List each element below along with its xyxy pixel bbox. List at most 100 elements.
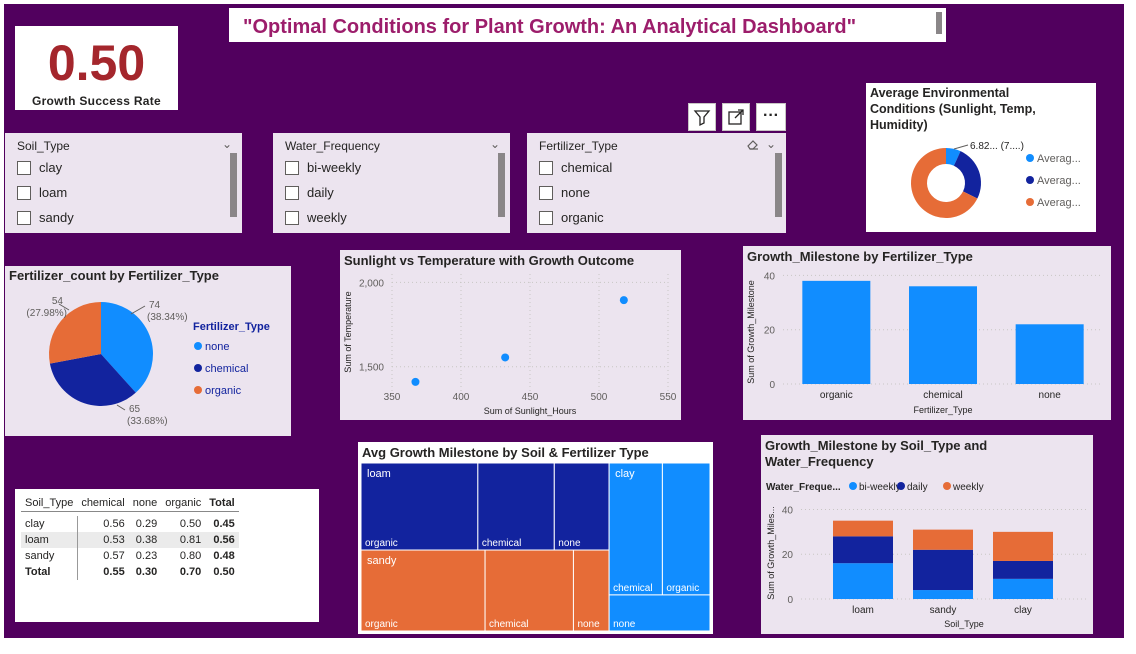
y-tick-label: 0 xyxy=(769,380,775,391)
data-label-percent: (38.34%) xyxy=(147,312,188,323)
treemap-cell-label: none xyxy=(613,619,636,630)
slicer-option-chemical[interactable]: chemical xyxy=(539,160,612,175)
y-tick-label: 1,500 xyxy=(359,363,384,374)
x-tick-label: 550 xyxy=(660,392,677,403)
stacked-bar-chart: Water_Freque... bi-weekly daily weekly 0 20 40… xyxy=(766,482,1087,629)
stacked-bar-segment xyxy=(993,531,1053,561)
bar xyxy=(1015,324,1084,384)
slicer-water-frequency: Water_Frequency ⌄ bi-weekly daily weekly xyxy=(273,133,510,233)
legend-marker xyxy=(943,482,951,490)
eraser-icon[interactable] xyxy=(746,137,760,155)
data-label: 74 xyxy=(149,300,161,311)
table-total-row: Total 0.55 0.30 0.70 0.50 xyxy=(21,564,239,580)
matrix-cell: 0.38 xyxy=(135,534,158,546)
kpi-value: 0.50 xyxy=(47,35,146,91)
matrix-cell: 0.30 xyxy=(135,566,158,578)
bar-chart: 0 20 40 organic chemical none Fertilizer_Type S… xyxy=(746,271,1103,415)
data-label: 54 xyxy=(52,296,64,307)
matrix-header-row: Soil_Type chemical none organic Total xyxy=(21,495,239,512)
legend-marker xyxy=(194,342,202,350)
treemap-cell xyxy=(360,549,486,632)
matrix-card: Soil_Type chemical none organic Total cl… xyxy=(15,489,319,622)
more-options-button[interactable]: ··· xyxy=(756,103,786,131)
stacked-bar-segment xyxy=(833,563,893,599)
scatter-point xyxy=(411,377,420,386)
slicer-option-bi-weekly[interactable]: bi-weekly xyxy=(285,160,361,175)
matrix-header-cell: Soil_Type xyxy=(25,497,74,509)
slicer-option-sandy[interactable]: sandy xyxy=(17,210,74,225)
slicer-option-organic[interactable]: organic xyxy=(539,210,604,225)
treemap-cell-label: organic xyxy=(666,583,699,594)
checkbox[interactable] xyxy=(285,185,299,200)
slicer-option-daily[interactable]: daily xyxy=(285,185,334,200)
chevron-down-icon[interactable]: ⌄ xyxy=(221,137,232,151)
table-row: loam 0.53 0.38 0.81 0.56 xyxy=(21,532,239,548)
treemap-cell xyxy=(484,549,574,632)
slicer-scrollbar[interactable] xyxy=(498,153,505,217)
y-tick-label: 20 xyxy=(764,326,776,337)
stacked-bar-segment xyxy=(833,520,893,537)
legend-marker xyxy=(1026,176,1034,184)
matrix-cell: 0.53 xyxy=(103,534,125,546)
checkbox[interactable] xyxy=(17,185,31,200)
chevron-down-icon[interactable]: ⌄ xyxy=(765,137,776,151)
title-banner: "Optimal Conditions for Plant Growth: An… xyxy=(229,8,946,42)
data-label: 65 xyxy=(129,404,141,415)
checkbox[interactable] xyxy=(539,210,553,225)
x-tick-label: 400 xyxy=(453,392,470,403)
bar xyxy=(802,280,871,384)
checkbox[interactable] xyxy=(17,210,31,225)
chevron-down-icon[interactable]: ⌄ xyxy=(489,137,500,151)
leader-line xyxy=(58,303,70,311)
slicer-option-weekly[interactable]: weekly xyxy=(285,210,347,225)
slicer-title: Fertilizer_Type xyxy=(539,139,618,153)
matrix-cell: 0.50 xyxy=(179,518,202,530)
legend-item: none xyxy=(205,341,229,353)
slicer-scrollbar[interactable] xyxy=(775,153,782,217)
focus-mode-icon[interactable] xyxy=(722,103,750,131)
slicer-title: Soil_Type xyxy=(17,139,70,153)
matrix-header-cell: none xyxy=(132,497,158,509)
matrix-cell: 0.56 xyxy=(213,534,235,546)
option-label: bi-weekly xyxy=(307,160,362,175)
legend-item: organic xyxy=(205,385,242,397)
checkbox[interactable] xyxy=(285,210,299,225)
pie-slice xyxy=(48,302,101,364)
matrix-row-header: Total xyxy=(21,564,78,580)
checkbox[interactable] xyxy=(285,160,299,175)
leader-line xyxy=(116,404,126,411)
checkbox[interactable] xyxy=(539,160,553,175)
x-tick-label: loam xyxy=(852,605,874,616)
slicer-fertilizer-type: Fertilizer_Type ⌄ chemical none organic xyxy=(527,133,786,233)
treemap-chart: organic chemical none loam organic chemical no… xyxy=(360,462,711,632)
checkbox[interactable] xyxy=(539,185,553,200)
y-tick-label: 40 xyxy=(782,505,794,516)
matrix-cell: 0.50 xyxy=(213,566,235,578)
treemap-group-label: sandy xyxy=(367,555,397,567)
matrix-header-cell: chemical xyxy=(81,497,125,509)
y-axis-label: Sum of Growth_Miles... xyxy=(766,506,776,600)
slicer-scrollbar[interactable] xyxy=(230,153,237,217)
donut-chart: 6.82... (7....) Averag... Averag... Averag.… xyxy=(911,141,1081,218)
option-label: organic xyxy=(561,210,604,225)
legend-title: Water_Freque... xyxy=(766,482,841,493)
filter-icon[interactable] xyxy=(688,103,716,131)
bar xyxy=(909,286,977,384)
legend-item: bi-weekly xyxy=(859,482,901,493)
y-axis-label: Sum of Temperature xyxy=(343,291,353,372)
slicer-option-none[interactable]: none xyxy=(539,185,590,200)
matrix-cell: 0.55 xyxy=(103,566,125,578)
slicer-option-loam[interactable]: loam xyxy=(17,185,67,200)
slicer-option-clay[interactable]: clay xyxy=(17,160,62,175)
data-label: 6.82... (7....) xyxy=(970,141,1024,152)
checkbox[interactable] xyxy=(17,160,31,175)
option-label: weekly xyxy=(307,210,347,225)
data-label-percent: (33.68%) xyxy=(127,416,168,427)
stacked-title: Growth_Milestone by Soil_Type and Water_… xyxy=(765,438,988,469)
y-tick-label: 40 xyxy=(764,271,776,282)
title-scrollbar[interactable] xyxy=(936,12,942,34)
stacked-bar-segment xyxy=(993,578,1053,599)
treemap-cell-label: organic xyxy=(365,538,398,549)
table-row: sandy 0.57 0.23 0.80 0.48 xyxy=(21,548,239,564)
leader-line xyxy=(953,144,969,150)
